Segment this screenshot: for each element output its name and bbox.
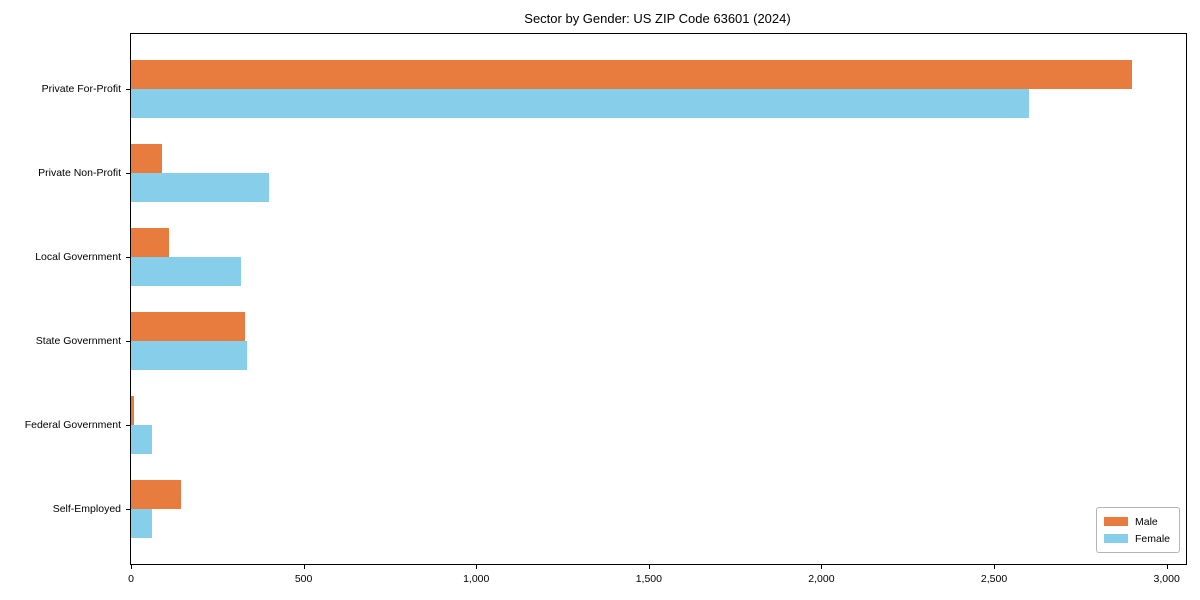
y-tick-self-employed xyxy=(126,509,130,510)
bar-female-private-for-profit xyxy=(131,89,1029,118)
y-tick-label-private-for-profit: Private For-Profit xyxy=(41,82,121,95)
y-tick-private-for-profit xyxy=(126,89,130,90)
bar-male-local-government xyxy=(131,228,169,257)
legend-label-male: Male xyxy=(1134,515,1158,528)
legend-label-female: Female xyxy=(1134,532,1170,545)
x-tick-label-1000: 1,000 xyxy=(463,573,490,585)
plot-area: 0 500 1,000 1,500 2,000 2,500 3,000 Private Fo… xyxy=(25,33,1187,585)
x-tick-label-2500: 2,500 xyxy=(980,573,1008,585)
x-tick-0 xyxy=(131,565,132,569)
legend-item-male: Male xyxy=(1103,513,1170,530)
x-tick-1000 xyxy=(476,565,478,569)
bar-female-local-government xyxy=(131,257,242,286)
y-tick-private-non-profit xyxy=(126,173,130,174)
y-tick-state-government xyxy=(126,341,130,342)
female-series-swatch xyxy=(1103,534,1128,543)
x-tick-label-500: 500 xyxy=(294,573,313,585)
y-tick-federal-government xyxy=(126,425,130,426)
bar-female-self-employed xyxy=(131,509,152,538)
x-tick-label-0: 0 xyxy=(128,573,134,585)
legend-item-female: Female xyxy=(1103,530,1170,547)
x-tick-2500 xyxy=(994,565,996,569)
chart-title: Sector by Gender: US ZIP Code 63601 (202… xyxy=(524,11,791,26)
x-tick-2000 xyxy=(821,565,823,569)
x-tick-500 xyxy=(303,565,305,569)
bar-male-self-employed xyxy=(131,480,182,509)
x-tick-label-1500: 1,500 xyxy=(635,573,662,585)
bar-male-state-government xyxy=(131,312,245,341)
bar-male-private-non-profit xyxy=(131,144,163,173)
y-tick-label-federal-government: Federal Government xyxy=(24,418,121,431)
bar-female-federal-government xyxy=(131,425,152,454)
y-tick-label-private-non-profit: Private Non-Profit xyxy=(38,166,121,179)
y-tick-label-self-employed: Self-Employed xyxy=(52,502,121,515)
y-tick-local-government xyxy=(126,257,130,258)
male-series-swatch xyxy=(1103,517,1128,526)
x-tick-3000 xyxy=(1166,565,1168,569)
x-tick-1500 xyxy=(648,565,650,569)
bar-female-state-government xyxy=(131,341,247,370)
y-tick-label-state-government: State Government xyxy=(35,334,121,347)
bar-male-federal-government xyxy=(131,396,134,425)
legend: Male Female xyxy=(1095,507,1180,553)
bar-female-private-non-profit xyxy=(131,173,270,202)
x-tick-label-2000: 2,000 xyxy=(808,573,835,585)
x-tick-label-3000: 3,000 xyxy=(1153,573,1180,585)
y-tick-label-local-government: Local Government xyxy=(35,250,121,263)
bar-male-private-for-profit xyxy=(131,60,1133,89)
